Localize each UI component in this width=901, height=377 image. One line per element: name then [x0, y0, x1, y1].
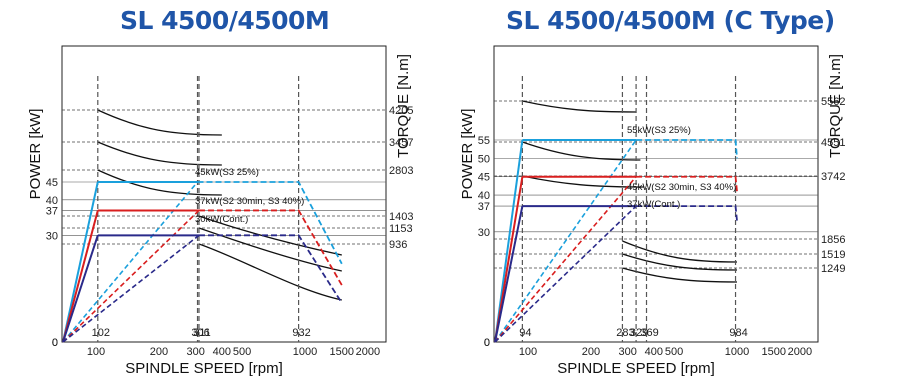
speed-marker-label: 306 [191, 327, 209, 339]
power-series-line [62, 235, 99, 343]
speed-marker-label: 102 [92, 327, 110, 339]
series-label: 37kW(S2 30min, S3 40%) [195, 196, 304, 207]
x-tick-label: 300 [619, 346, 637, 358]
torque-tick-label: 5562 [821, 96, 845, 108]
x-tick-label: 200 [150, 346, 168, 358]
torque-tick-label: 2803 [389, 165, 413, 177]
torque-curve [622, 240, 738, 263]
series-label: 30kW(Cont.) [195, 214, 248, 225]
torque-curve [622, 267, 738, 283]
power-series-ramp [494, 139, 637, 343]
torque-curve [622, 253, 738, 271]
power-tick-label: 50 [478, 153, 490, 165]
power-tick-label: 45 [478, 172, 490, 184]
plot-frame [493, 45, 819, 343]
x-axis-label: SPINDLE SPEED [rpm] [125, 360, 283, 377]
torque-tick-label: 936 [389, 239, 407, 251]
torque-tick-label: 4205 [389, 105, 413, 117]
power-series-line-dashed [198, 209, 343, 286]
torque-tick-label: 3457 [389, 137, 413, 149]
power-series-ramp [494, 205, 637, 343]
x-tick-label: 1500 [762, 346, 786, 358]
torque-tick-label: 1403 [389, 211, 413, 223]
power-series-line-dashed [636, 175, 738, 192]
torque-curve [522, 100, 637, 113]
x-tick-label: 100 [87, 346, 105, 358]
x-tick-label: 2000 [788, 346, 812, 358]
power-tick-label: 30 [478, 227, 490, 239]
x-tick-label: 500 [233, 346, 251, 358]
speed-marker-label: 984 [729, 327, 747, 339]
x-tick-label: 400 [645, 346, 663, 358]
power-series-line [62, 210, 99, 343]
torque-curve [522, 141, 641, 161]
power-series-line-dashed [636, 205, 738, 221]
speed-marker-label: 283 [616, 327, 634, 339]
power-series-ramp [62, 234, 200, 343]
speed-marker-label: 369 [640, 327, 658, 339]
torque-tick-label: 1153 [389, 223, 413, 235]
power-series-line [62, 181, 99, 343]
torque-tick-label: 1519 [821, 249, 845, 261]
power-tick-label: 45 [46, 177, 58, 189]
x-tick-label: 1000 [293, 346, 317, 358]
power-tick-label: 37 [46, 205, 58, 217]
torque-tick-label: 4551 [821, 137, 845, 149]
x-tick-label: 500 [665, 346, 683, 358]
x-tick-label: 100 [519, 346, 537, 358]
origin-label: 0 [484, 337, 490, 349]
torque-tick-label: 3742 [821, 171, 845, 183]
power-tick-label: 37 [478, 201, 490, 213]
y-axis-label-power: POWER [kW] [459, 109, 476, 200]
power-series-line [494, 205, 524, 343]
power-tick-label: 55 [478, 135, 490, 147]
power-tick-label: 40 [478, 190, 490, 202]
series-label: 45kW(S3 25%) [195, 167, 259, 178]
torque-curve [97, 109, 222, 136]
x-tick-label: 1000 [725, 346, 749, 358]
power-series-line [494, 139, 524, 343]
torque-curve [198, 243, 342, 301]
speed-marker-label: 932 [292, 327, 310, 339]
y-axis-label-torque: TORQUE [N.m] [395, 54, 412, 158]
power-series-line-dashed [636, 139, 738, 159]
speed-marker-label: 329 [630, 327, 648, 339]
series-label: 55kW(S3 25%) [627, 125, 691, 136]
x-tick-label: 2000 [356, 346, 380, 358]
speed-marker-label: 94 [519, 327, 531, 339]
torque-tick-label: 1856 [821, 234, 845, 246]
torque-curve [198, 227, 342, 272]
y-axis-label-power: POWER [kW] [27, 109, 44, 200]
y-axis-label-torque: TORQUE [N.m] [827, 54, 844, 158]
x-tick-label: 400 [213, 346, 231, 358]
x-axis-label: SPINDLE SPEED [rpm] [557, 360, 715, 377]
power-tick-label: 0 [484, 337, 490, 349]
torque-curve [522, 175, 645, 188]
chart-title-sl4500-c-type: SL 4500/4500M (C Type) [506, 6, 835, 35]
torque-curve [97, 169, 222, 196]
series-label: 45kW(S2 30min, S3 40%) [627, 182, 736, 193]
plot-frame [61, 45, 387, 343]
x-tick-label: 1500 [330, 346, 354, 358]
power-tick-label: 0 [52, 337, 58, 349]
origin-label: 0 [52, 337, 58, 349]
x-tick-label: 200 [582, 346, 600, 358]
x-tick-label: 300 [187, 346, 205, 358]
chart-title-sl4500: SL 4500/4500M [120, 6, 330, 35]
series-label: 37kW(Cont.) [627, 199, 680, 210]
power-tick-label: 40 [46, 195, 58, 207]
power-series-line-dashed [197, 181, 343, 265]
power-tick-label: 30 [46, 230, 58, 242]
torque-curve [97, 141, 222, 166]
power-series-ramp [494, 176, 637, 343]
power-series-ramp [62, 181, 199, 343]
power-series-line-dashed [198, 234, 343, 304]
speed-marker-label: 311 [193, 327, 211, 339]
torque-curve [198, 215, 342, 256]
torque-tick-label: 1249 [821, 263, 845, 275]
